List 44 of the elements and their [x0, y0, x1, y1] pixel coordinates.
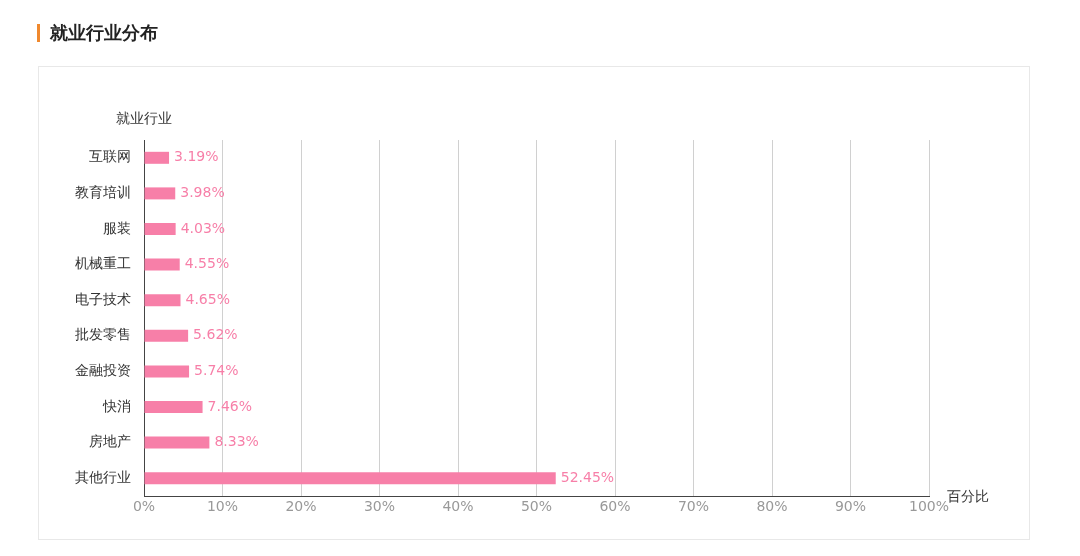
y-tick-label: 房地产	[89, 433, 131, 450]
x-tick-label: 70%	[677, 498, 710, 515]
y-tick-label: 电子技术	[75, 290, 131, 307]
bar	[144, 365, 190, 378]
y-tick-label: 教育培训	[75, 184, 131, 201]
x-tick-label: 80%	[756, 498, 788, 515]
y-tick-label: 批发零售	[75, 326, 131, 343]
x-tick-label: 20%	[285, 498, 317, 515]
data-label: 3.98%	[180, 184, 225, 201]
data-label: 4.55%	[184, 255, 230, 272]
data-label: 4.65%	[185, 290, 230, 307]
bar	[144, 258, 180, 271]
data-label: 4.03%	[180, 219, 226, 236]
data-label: 5.62%	[193, 326, 238, 343]
y-tick-label: 其他行业	[75, 468, 131, 485]
chart-title: 就业行业分布	[50, 21, 158, 45]
x-tick-label: 30%	[363, 498, 396, 515]
bar	[144, 472, 556, 485]
bar	[144, 151, 170, 164]
x-tick-label: 0%	[132, 498, 156, 515]
bar	[144, 187, 176, 200]
y-axis-title: 就业行业	[116, 109, 172, 126]
data-label: 7.46%	[207, 397, 253, 414]
y-tick-label: 机械重工	[75, 255, 131, 272]
x-tick-label: 40%	[442, 498, 474, 515]
x-tick-label: 90%	[834, 498, 867, 515]
data-label: 3.19%	[174, 148, 219, 165]
x-tick-label: 10%	[206, 498, 239, 515]
data-label: 52.45%	[560, 468, 615, 485]
x-tick-label: 60%	[599, 498, 631, 515]
data-label: 8.33%	[214, 433, 259, 450]
y-tick-label: 金融投资	[75, 362, 131, 379]
data-label: 5.74%	[194, 362, 239, 379]
bar	[144, 401, 203, 413]
y-tick-label: 服装	[103, 219, 131, 236]
x-axis-title: 百分比	[947, 487, 989, 504]
bar	[144, 329, 189, 342]
x-tick-label: 100%	[908, 498, 950, 515]
bar	[144, 223, 176, 235]
x-tick-label: 50%	[520, 498, 553, 515]
y-tick-label: 快消	[102, 397, 131, 414]
bar	[144, 436, 210, 449]
y-tick-label: 互联网	[89, 148, 131, 165]
bar	[144, 294, 181, 307]
